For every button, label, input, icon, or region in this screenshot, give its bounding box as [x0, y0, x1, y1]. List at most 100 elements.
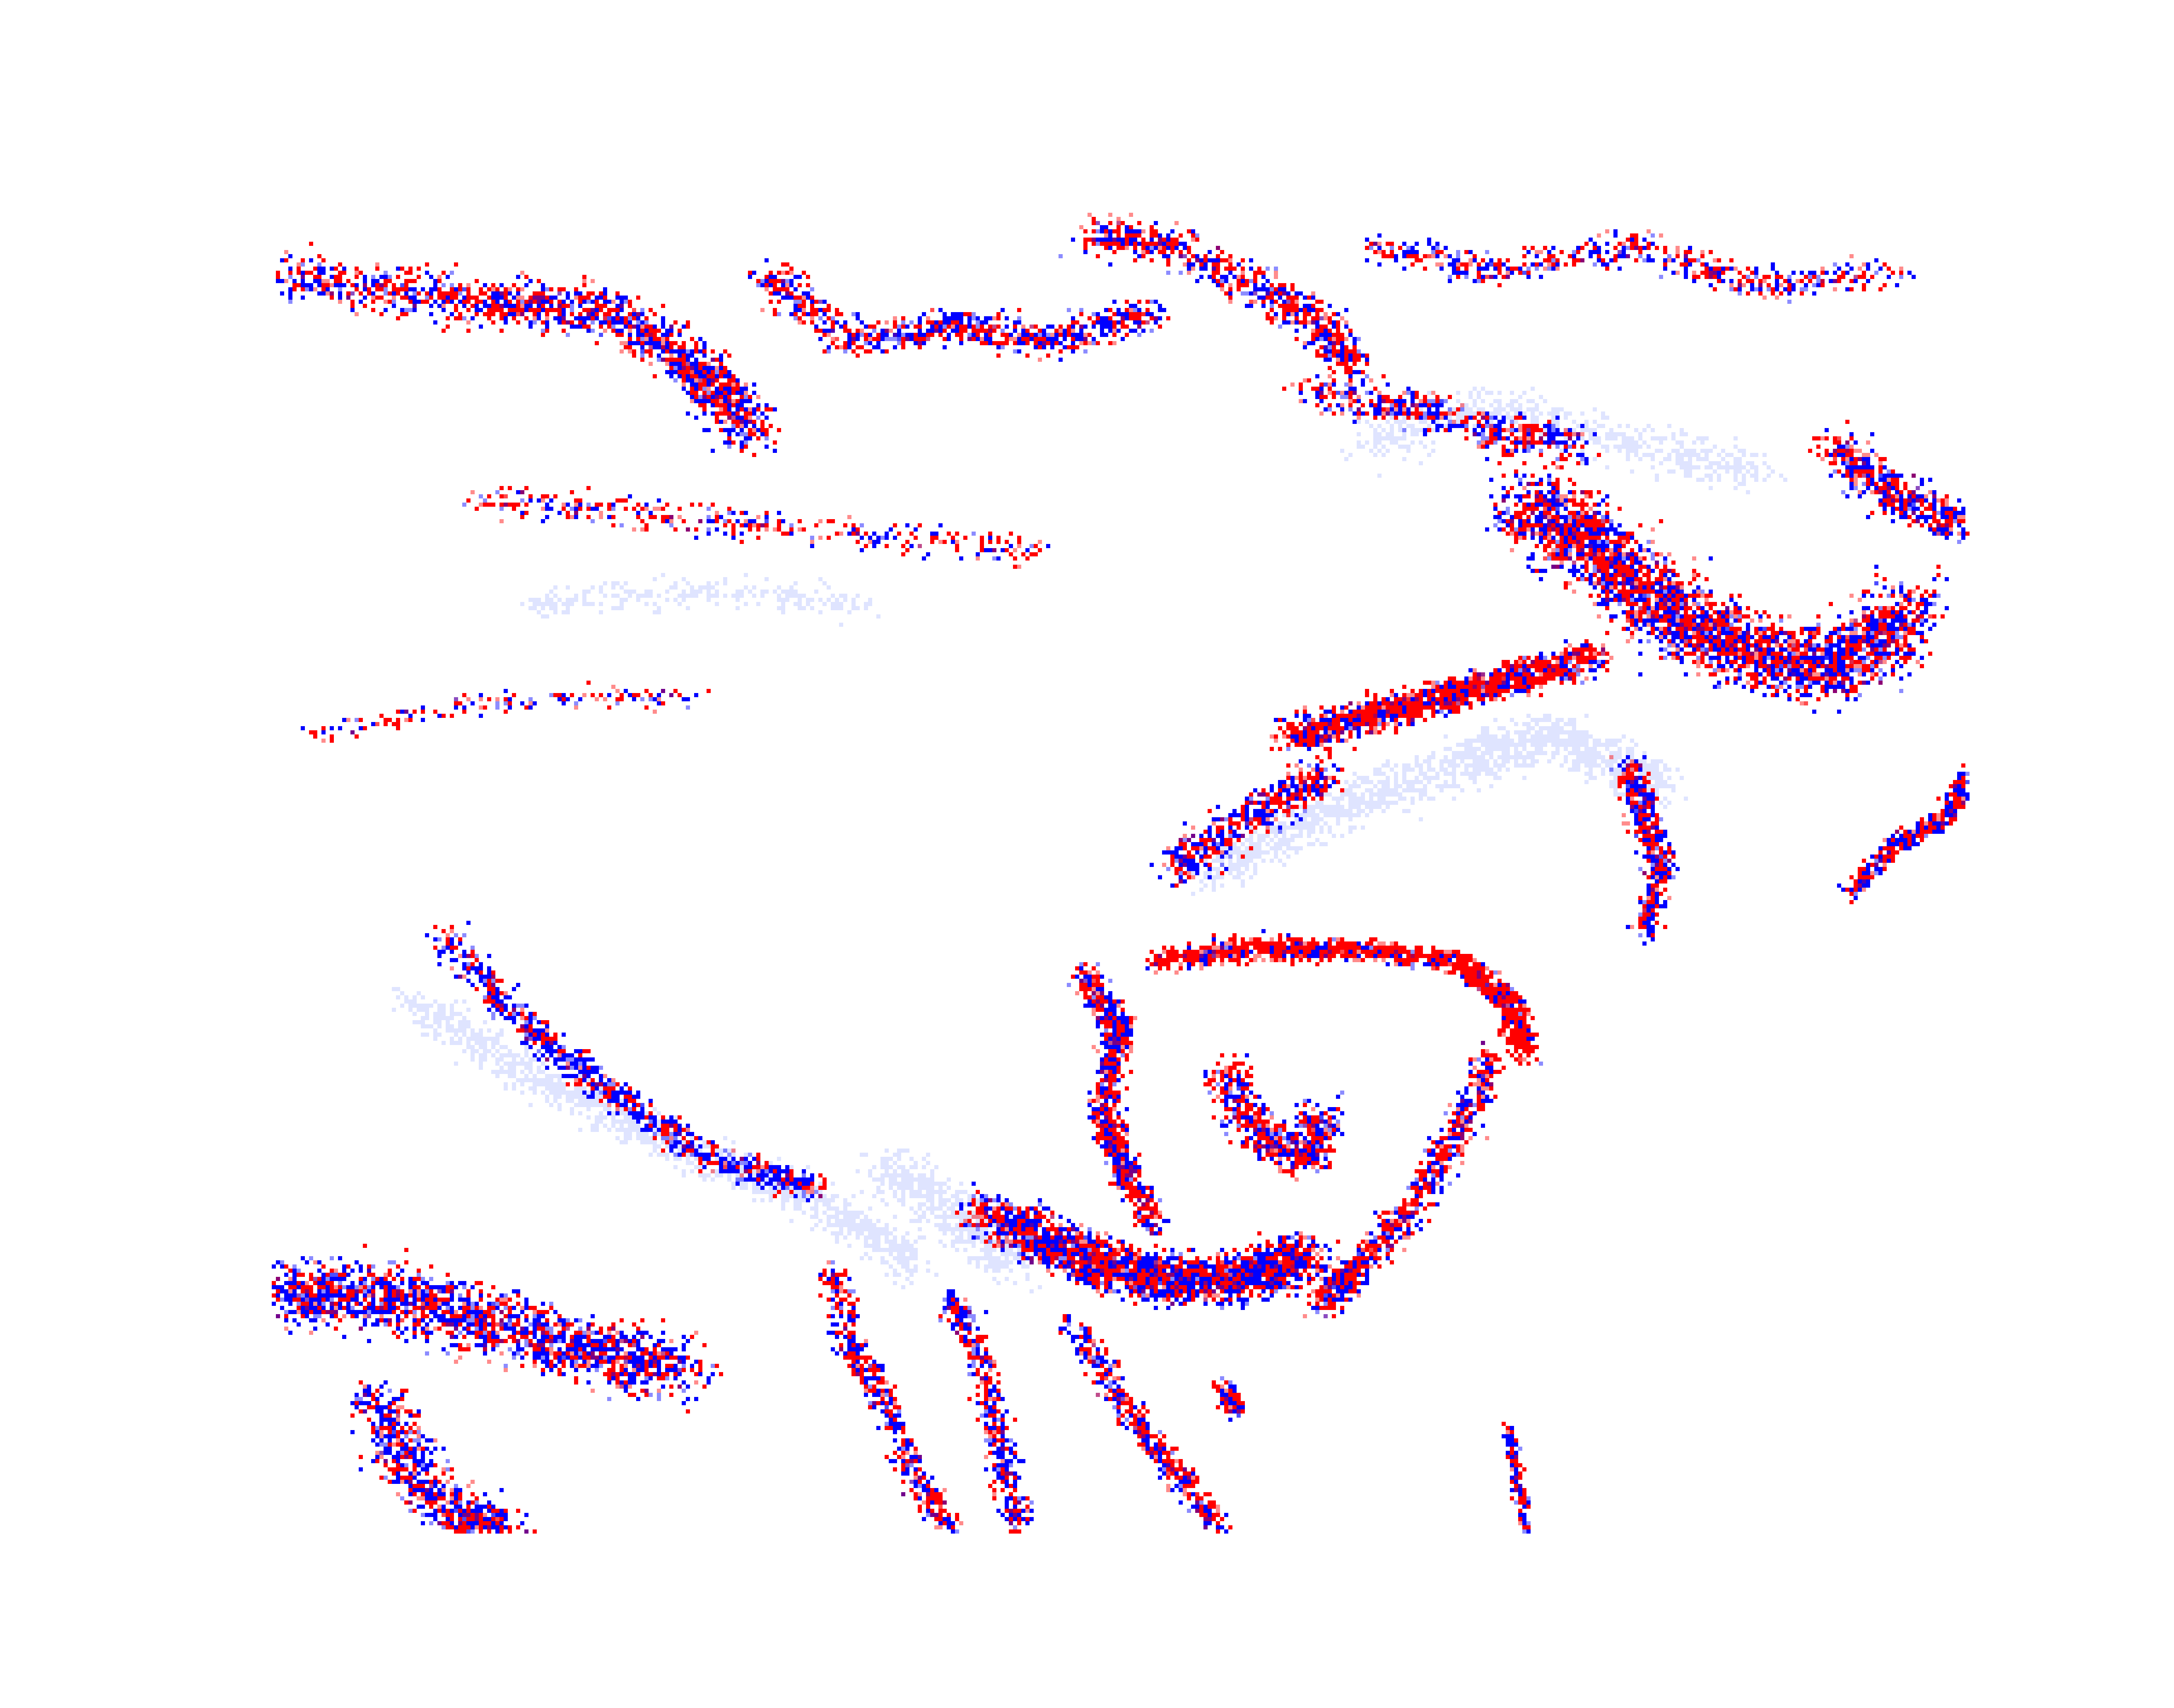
faint-wash-pixel — [1642, 759, 1647, 763]
faint-wash-pixel — [810, 606, 814, 610]
positive-pixel — [632, 308, 636, 312]
negative-pixel — [528, 279, 533, 283]
faint-wash-pixel — [938, 1194, 943, 1198]
faint-wash-pixel — [1344, 809, 1348, 813]
pixel-anomaly-layer — [272, 213, 1970, 1534]
faint-wash-pixel — [798, 1206, 802, 1211]
faint-wash-pixel — [914, 1252, 918, 1256]
faint-wash-pixel — [1696, 465, 1700, 469]
faint-wash-pixel — [1311, 821, 1315, 826]
faint-wash-pixel — [1377, 432, 1382, 436]
faint-wash-pixel — [1485, 743, 1489, 747]
positive-pixel — [454, 291, 458, 296]
faint-wash-pixel — [1613, 743, 1618, 747]
negative-pixel — [541, 300, 545, 304]
negative-pixel — [570, 325, 574, 329]
positive-pixel — [678, 345, 682, 349]
positive-pixel — [665, 337, 669, 341]
faint-wash-pixel — [1539, 726, 1543, 730]
faint-wash-pixel — [1398, 424, 1402, 428]
faint-wash-pixel — [897, 1252, 901, 1256]
faint-wash-pixel — [889, 1165, 893, 1169]
faint-wash-pixel — [822, 1202, 827, 1206]
faint-wash-pixel — [1456, 755, 1460, 759]
faint-wash-pixel — [1647, 784, 1651, 788]
faint-wash-pixel — [1630, 755, 1634, 759]
faint-wash-pixel — [947, 1198, 951, 1202]
faint-wash-pixel — [1667, 801, 1671, 805]
faint-wash-pixel — [1506, 416, 1510, 420]
faint-wash-pixel — [1746, 461, 1750, 465]
faint-wash-pixel — [1572, 743, 1576, 747]
faint-wash-pixel — [570, 1111, 574, 1115]
faint-wash-pixel — [1340, 797, 1344, 801]
faint-wash-pixel — [1369, 449, 1373, 453]
faint-wash-pixel — [984, 1235, 988, 1240]
faint-wash-pixel — [1717, 453, 1721, 457]
faint-wash-pixel — [980, 1227, 984, 1231]
faint-wash-pixel — [1667, 768, 1671, 772]
faint-wash-pixel — [1705, 449, 1709, 453]
faint-wash-pixel — [1274, 855, 1278, 859]
faint-wash-pixel — [802, 1211, 806, 1215]
faint-wash-pixel — [653, 1144, 657, 1149]
faint-wash-pixel — [1692, 465, 1696, 469]
positive-pixel — [599, 308, 603, 312]
faint-wash-pixel — [1531, 739, 1535, 743]
positive-pixel — [578, 300, 582, 304]
faint-wash-pixel — [1514, 399, 1518, 403]
negative-pixel — [533, 320, 537, 325]
faint-wash-pixel — [1568, 743, 1572, 747]
faint-wash-pixel — [537, 1066, 541, 1070]
faint-wash-pixel — [1299, 805, 1303, 809]
faint-wash-pixel — [1402, 428, 1406, 432]
faint-wash-pixel — [794, 1190, 798, 1194]
negative-pixel — [429, 287, 433, 291]
positive-pixel — [586, 296, 591, 300]
faint-wash-pixel — [943, 1198, 947, 1202]
faint-wash-pixel — [1241, 884, 1245, 888]
faint-wash-pixel — [603, 594, 607, 598]
negative-pixel — [553, 296, 557, 300]
faint-wash-pixel — [930, 1169, 934, 1173]
faint-wash-pixel — [1013, 1252, 1017, 1256]
faint-wash-pixel — [479, 1057, 483, 1062]
negative-pixel — [603, 291, 607, 296]
negative-pixel — [292, 279, 297, 283]
faint-wash-pixel — [1506, 759, 1510, 763]
faint-wash-pixel — [736, 1177, 740, 1182]
negative-pixel — [640, 349, 644, 354]
faint-wash-pixel — [437, 1008, 442, 1012]
positive-pixel — [620, 341, 624, 345]
faint-wash-pixel — [1510, 743, 1514, 747]
faint-wash-pixel — [466, 1045, 471, 1049]
faint-wash-pixel — [1680, 457, 1684, 461]
negative-pixel — [504, 316, 508, 320]
faint-wash-pixel — [500, 1057, 504, 1062]
negative-pixel — [317, 267, 321, 271]
faint-wash-pixel — [1228, 871, 1232, 875]
faint-wash-pixel — [1439, 788, 1444, 792]
faint-wash-pixel — [777, 1186, 781, 1190]
faint-wash-pixel — [620, 1140, 624, 1144]
faint-wash-pixel — [1651, 776, 1655, 780]
negative-pixel — [508, 291, 512, 296]
faint-wash-pixel — [1245, 863, 1249, 867]
faint-wash-pixel — [1315, 817, 1319, 821]
faint-wash-pixel — [1514, 420, 1518, 424]
faint-wash-pixel — [1584, 747, 1589, 751]
faint-wash-pixel — [1025, 1273, 1030, 1277]
faint-wash-pixel — [694, 594, 698, 598]
faint-wash-pixel — [798, 1202, 802, 1206]
faint-wash-pixel — [930, 1173, 934, 1177]
faint-wash-pixel — [520, 602, 524, 606]
faint-wash-pixel — [1390, 768, 1394, 772]
faint-wash-pixel — [690, 590, 694, 594]
faint-wash-pixel — [586, 1103, 591, 1107]
faint-wash-pixel — [872, 1231, 876, 1235]
faint-wash-pixel — [851, 1211, 856, 1215]
faint-wash-pixel — [843, 1223, 847, 1227]
faint-wash-pixel — [599, 1120, 603, 1124]
faint-wash-pixel — [657, 1111, 661, 1115]
faint-wash-pixel — [433, 1012, 437, 1016]
